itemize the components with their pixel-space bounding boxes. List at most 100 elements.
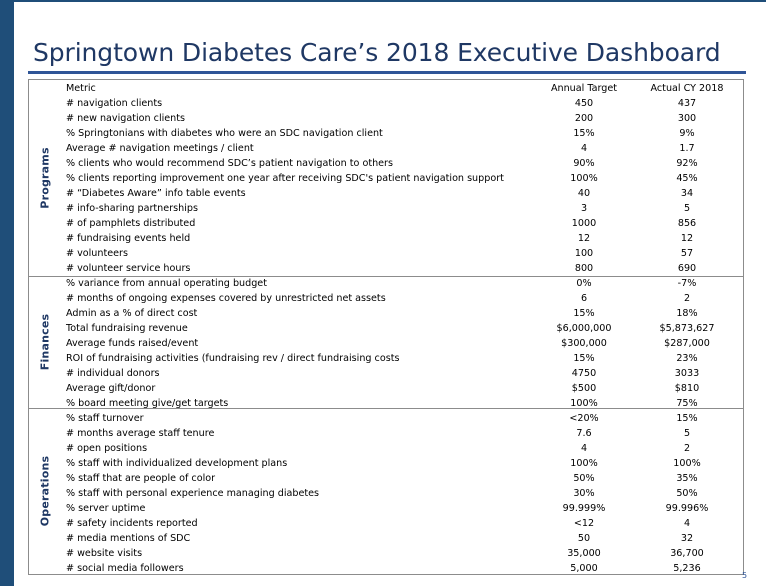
target-value: 3 <box>580 203 588 214</box>
target-value: <20% <box>569 413 599 424</box>
actual-value: 5 <box>683 203 691 214</box>
target-value: 15% <box>573 308 595 319</box>
title-underline <box>28 71 746 74</box>
actual-value: 100% <box>673 458 701 469</box>
target-value: 4 <box>580 443 588 454</box>
target-value: 450 <box>574 98 594 109</box>
target-value: 1000 <box>571 218 597 229</box>
target-value: 12 <box>577 233 591 244</box>
target-value: 99.999% <box>562 503 606 514</box>
metric-name: % staff turnover <box>66 413 144 424</box>
metric-name: ROI of fundraising activities (fundraisi… <box>66 353 400 364</box>
target-value: 5,000 <box>570 563 598 574</box>
target-value: 6 <box>580 293 588 304</box>
metric-name: % board meeting give/get targets <box>66 398 229 409</box>
target-value: $500 <box>571 383 597 394</box>
metric-name: Average # navigation meetings / client <box>66 143 254 154</box>
column-header-metric: Metric <box>66 83 96 94</box>
metric-name: # open positions <box>66 443 148 454</box>
metric-name: # website visits <box>66 548 143 559</box>
target-value: 4 <box>580 143 588 154</box>
metric-name: % Springtonians with diabetes who were a… <box>66 128 383 139</box>
section-divider-finances-operations <box>28 408 744 409</box>
target-value: 100% <box>570 173 598 184</box>
metric-name: # months of ongoing expenses covered by … <box>66 293 386 304</box>
actual-value: 18% <box>676 308 698 319</box>
section-label-programs: Programs <box>38 147 52 209</box>
actual-value: 75% <box>676 398 698 409</box>
actual-value: 1.7 <box>679 143 695 154</box>
actual-value: 300 <box>677 113 697 124</box>
dashboard-frame <box>28 79 744 575</box>
target-value: 200 <box>574 113 594 124</box>
actual-value: 50% <box>676 488 698 499</box>
column-header-actual: Actual CY 2018 <box>650 83 724 94</box>
actual-value: 35% <box>676 473 698 484</box>
actual-value: 5 <box>683 428 691 439</box>
actual-value: $5,873,627 <box>659 323 715 334</box>
actual-value: 32 <box>680 533 694 544</box>
metric-name: # “Diabetes Aware” info table events <box>66 188 246 199</box>
section-operations: Operations <box>28 408 62 574</box>
section-finances: Finances <box>28 276 62 408</box>
metric-name: % staff with individualized development … <box>66 458 288 469</box>
section-label-operations: Operations <box>38 455 52 527</box>
target-value: 7.6 <box>576 428 592 439</box>
metric-name: % variance from annual operating budget <box>66 278 267 289</box>
metric-name: # volunteer service hours <box>66 263 191 274</box>
metric-name: % clients who would recommend SDC’s pati… <box>66 158 394 169</box>
actual-value: 23% <box>676 353 698 364</box>
metric-name: % clients reporting improvement one year… <box>66 173 504 184</box>
target-value: $300,000 <box>561 338 607 349</box>
actual-value: 99.996% <box>665 503 709 514</box>
metric-name: Total fundraising revenue <box>66 323 188 334</box>
actual-value: 856 <box>677 218 697 229</box>
section-programs: Programs <box>28 80 62 276</box>
metric-name: % staff with personal experience managin… <box>66 488 320 499</box>
target-value: 800 <box>574 263 594 274</box>
metric-name: # of pamphlets distributed <box>66 218 196 229</box>
actual-value: 92% <box>676 158 698 169</box>
target-value: 4750 <box>571 368 597 379</box>
actual-value: $287,000 <box>664 338 710 349</box>
metric-name: % server uptime <box>66 503 146 514</box>
actual-value: $810 <box>674 383 700 394</box>
actual-value: -7% <box>677 278 697 289</box>
target-value: 40 <box>577 188 591 199</box>
actual-value: 437 <box>677 98 697 109</box>
actual-value: 57 <box>680 248 694 259</box>
target-value: 100% <box>570 398 598 409</box>
actual-value: 45% <box>676 173 698 184</box>
target-value: 0% <box>576 278 592 289</box>
page-number: 5 <box>742 571 748 580</box>
section-label-finances: Finances <box>38 313 52 371</box>
section-divider-programs-finances <box>28 276 744 277</box>
metric-name: # individual donors <box>66 368 160 379</box>
actual-value: 12 <box>680 233 694 244</box>
actual-value: 2 <box>683 293 691 304</box>
target-value: $6,000,000 <box>556 323 612 334</box>
metric-name: # safety incidents reported <box>66 518 198 529</box>
target-value: 35,000 <box>567 548 601 559</box>
metric-name: % staff that are people of color <box>66 473 216 484</box>
actual-value: 5,236 <box>673 563 701 574</box>
metric-name: Average funds raised/event <box>66 338 199 349</box>
metric-name: Average gift/donor <box>66 383 156 394</box>
actual-value: 15% <box>676 413 698 424</box>
metric-name: # media mentions of SDC <box>66 533 191 544</box>
metric-name: Admin as a % of direct cost <box>66 308 198 319</box>
actual-value: 690 <box>677 263 697 274</box>
actual-value: 4 <box>683 518 691 529</box>
target-value: <12 <box>573 518 595 529</box>
target-value: 90% <box>573 158 595 169</box>
actual-value: 34 <box>680 188 694 199</box>
target-value: 15% <box>573 353 595 364</box>
metric-name: # new navigation clients <box>66 113 186 124</box>
left-accent-bar <box>0 0 14 586</box>
page-title: Springtown Diabetes Care’s 2018 Executiv… <box>33 38 721 67</box>
target-value: 50% <box>573 473 595 484</box>
target-value: 50 <box>577 533 591 544</box>
metric-name: # info-sharing partnerships <box>66 203 198 214</box>
target-value: 100 <box>574 248 594 259</box>
metric-name: # fundraising events held <box>66 233 191 244</box>
